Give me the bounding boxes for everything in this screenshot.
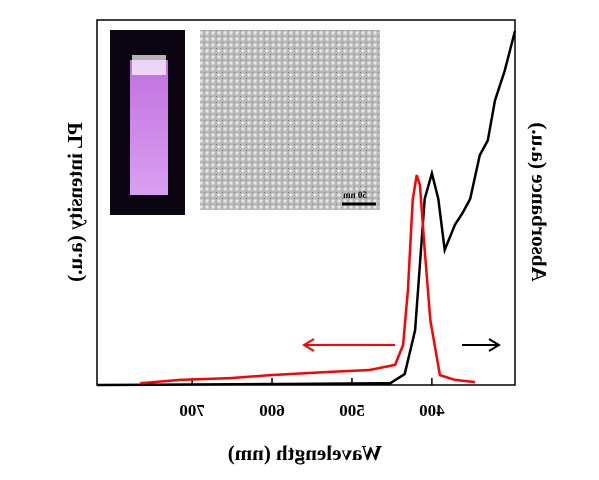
x-axis-label: Wavelength (nm) [228, 441, 383, 465]
scale-label: 50 nm [343, 190, 367, 200]
axis-arrow [302, 338, 395, 352]
x-tick-label: 400 [419, 401, 445, 420]
data-line [96, 30, 517, 387]
x-tick-label: 500 [339, 401, 365, 420]
plot: Wavelength (nm) Absorbance (a.u.) PL int… [63, 19, 551, 465]
x-tick-label: 600 [259, 401, 285, 420]
y2-axis-label: PL intensity (a.u.) [63, 122, 87, 282]
data-line [140, 174, 476, 385]
axis-arrow [462, 338, 501, 352]
tem-image [200, 30, 380, 210]
cuvette [130, 60, 168, 195]
inset-tem: 50 nm [200, 30, 380, 210]
cuvette-cap [132, 55, 166, 75]
y-axis-label: Absorbance (a.u.) [527, 122, 551, 281]
x-tick-label: 700 [179, 401, 205, 420]
inset-photo [110, 30, 185, 215]
